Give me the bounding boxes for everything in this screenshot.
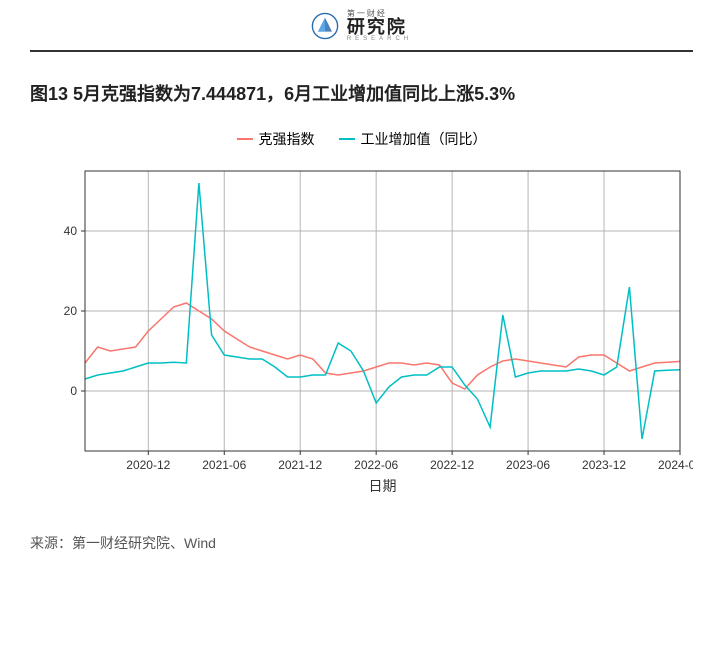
legend-item-industrial: 工业增加值（同比） (339, 129, 487, 149)
svg-text:2021-06: 2021-06 (202, 458, 246, 472)
svg-text:2023-12: 2023-12 (582, 458, 626, 472)
chart-source: 来源：第一财经研究院、Wind (30, 533, 693, 553)
svg-text:0: 0 (70, 384, 77, 398)
legend-label-2: 工业增加值（同比） (361, 129, 487, 149)
svg-text:2022-06: 2022-06 (354, 458, 398, 472)
svg-text:日期: 日期 (369, 478, 397, 494)
legend-dash-2 (339, 138, 355, 140)
chart-legend: 克强指数 工业增加值（同比） (0, 129, 723, 149)
logo-text: 第一财经 研究院 RESEARCH (347, 10, 412, 42)
svg-text:2024-06: 2024-06 (658, 458, 693, 472)
line-chart: 0 20 40 2020-12 2021-06 2021-12 2022-06 2022-12… (30, 161, 693, 521)
svg-text:2023-06: 2023-06 (506, 458, 550, 472)
legend-dash-1 (237, 138, 253, 140)
legend-label-1: 克强指数 (259, 129, 315, 149)
logo-english: RESEARCH (347, 36, 412, 42)
svg-text:20: 20 (64, 304, 78, 318)
logo-icon (311, 12, 339, 40)
svg-text:40: 40 (64, 224, 78, 238)
chart-title: 图13 5月克强指数为7.444871，6月工业增加值同比上涨5.3% (30, 80, 693, 109)
chart-container: 0 20 40 2020-12 2021-06 2021-12 2022-06 2022-12… (30, 161, 693, 521)
svg-text:2020-12: 2020-12 (126, 458, 170, 472)
legend-item-keqiang: 克强指数 (237, 129, 315, 149)
svg-text:2022-12: 2022-12 (430, 458, 474, 472)
page-header: 第一财经 研究院 RESEARCH (30, 0, 693, 52)
svg-text:2021-12: 2021-12 (278, 458, 322, 472)
logo-main: 研究院 (347, 18, 412, 36)
